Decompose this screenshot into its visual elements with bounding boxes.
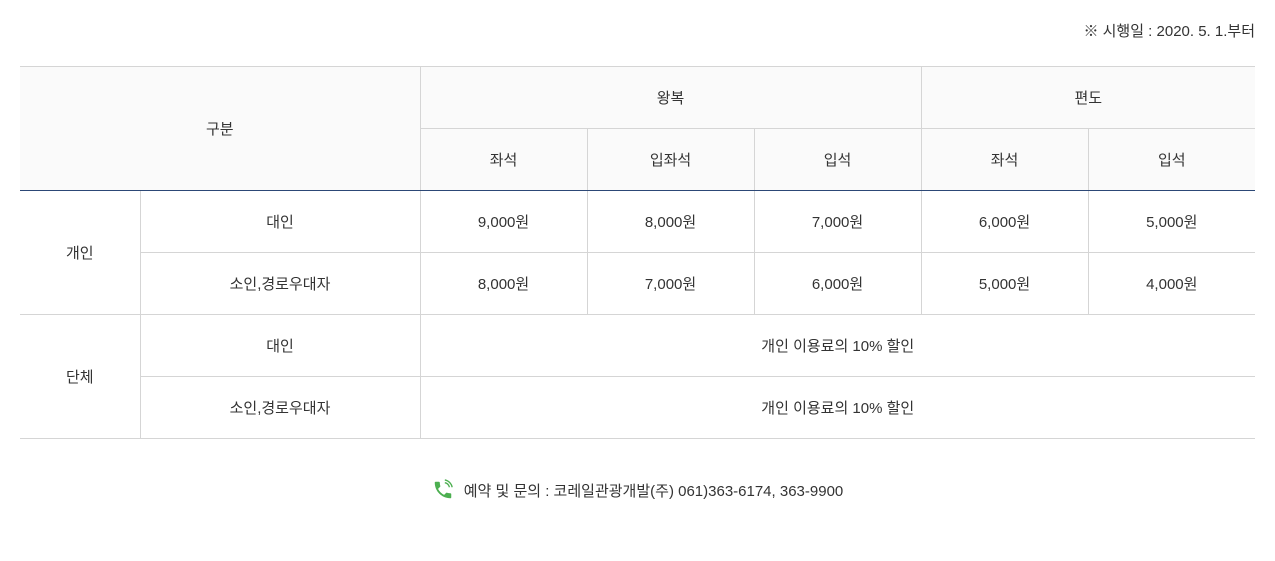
cell-price: 6,000원 <box>754 253 921 315</box>
cell-price: 6,000원 <box>921 191 1088 253</box>
cell-price: 9,000원 <box>420 191 587 253</box>
table-header-oneway-seat: 좌석 <box>921 129 1088 191</box>
cell-price: 7,000원 <box>587 253 754 315</box>
cell-group-adult-label: 대인 <box>140 315 420 377</box>
cell-individual-adult-label: 대인 <box>140 191 420 253</box>
table-header-roundtrip-semi: 입좌석 <box>587 129 754 191</box>
cell-price: 4,000원 <box>1088 253 1255 315</box>
table-header-oneway-standing: 입석 <box>1088 129 1255 191</box>
cell-price: 5,000원 <box>1088 191 1255 253</box>
table-header-category: 구분 <box>20 67 420 191</box>
cell-price: 8,000원 <box>587 191 754 253</box>
table-row: 소인,경로우대자 8,000원 7,000원 6,000원 5,000원 4,0… <box>20 253 1255 315</box>
table-row: 개인 대인 9,000원 8,000원 7,000원 6,000원 5,000원 <box>20 191 1255 253</box>
table-row: 소인,경로우대자 개인 이용료의 10% 할인 <box>20 377 1255 439</box>
cell-individual-label: 개인 <box>20 191 140 315</box>
contact-info: 예약 및 문의 : 코레일관광개발(주) 061)363-6174, 363-9… <box>20 479 1255 501</box>
cell-group-label: 단체 <box>20 315 140 439</box>
cell-group-discount: 개인 이용료의 10% 할인 <box>420 315 1255 377</box>
table-header-roundtrip: 왕복 <box>420 67 921 129</box>
cell-price: 7,000원 <box>754 191 921 253</box>
cell-price: 5,000원 <box>921 253 1088 315</box>
phone-icon <box>432 479 454 501</box>
table-header-oneway: 편도 <box>921 67 1255 129</box>
table-row: 단체 대인 개인 이용료의 10% 할인 <box>20 315 1255 377</box>
effective-date-notice: ※ 시행일 : 2020. 5. 1.부터 <box>20 20 1255 41</box>
table-header-roundtrip-seat: 좌석 <box>420 129 587 191</box>
cell-group-child-label: 소인,경로우대자 <box>140 377 420 439</box>
price-table: 구분 왕복 편도 좌석 입좌석 입석 좌석 입석 개인 대인 9,000원 8,… <box>20 66 1255 439</box>
cell-individual-child-label: 소인,경로우대자 <box>140 253 420 315</box>
cell-group-discount: 개인 이용료의 10% 할인 <box>420 377 1255 439</box>
cell-price: 8,000원 <box>420 253 587 315</box>
contact-text: 예약 및 문의 : 코레일관광개발(주) 061)363-6174, 363-9… <box>464 480 844 501</box>
table-header-roundtrip-standing: 입석 <box>754 129 921 191</box>
